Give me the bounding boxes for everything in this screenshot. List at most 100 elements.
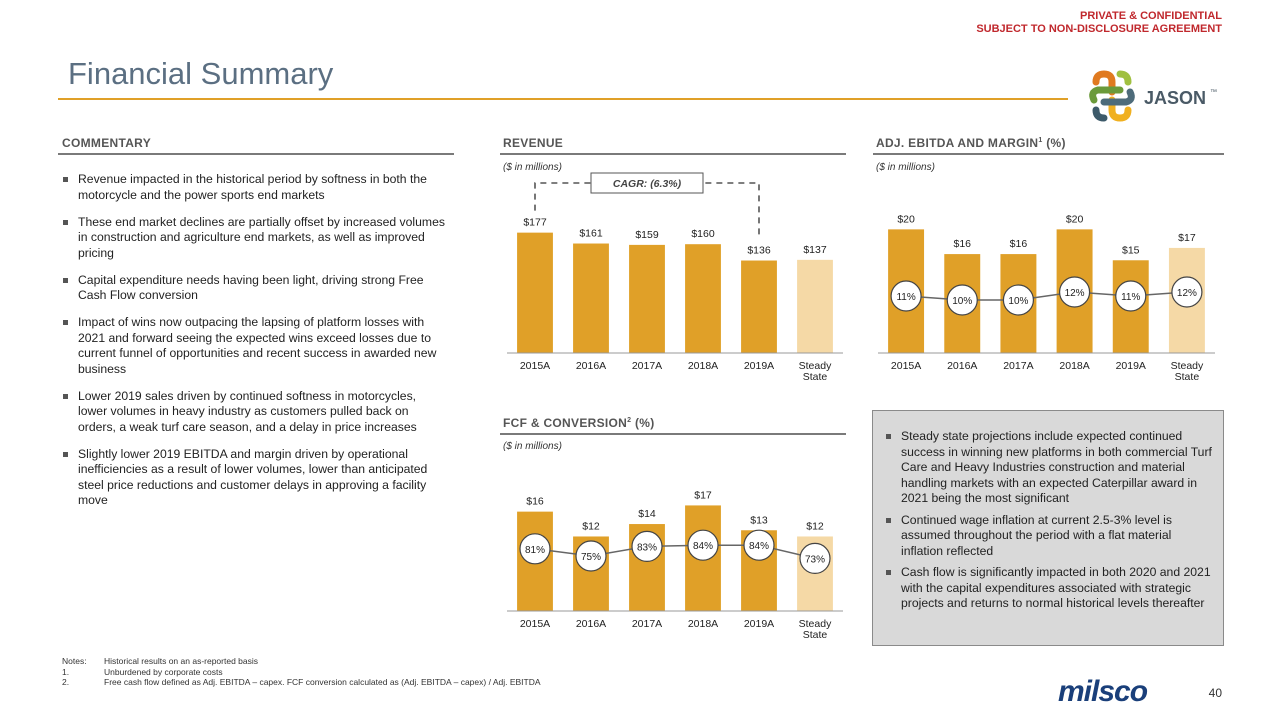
category-label: 2015A xyxy=(520,618,550,630)
commentary-bullet: Lower 2019 sales driven by continued sof… xyxy=(62,389,446,436)
category-label: 2015A xyxy=(891,360,921,372)
confidential-line-1: PRIVATE & CONFIDENTIAL xyxy=(1080,10,1222,22)
steady-state-box: Steady state projections include expecte… xyxy=(872,410,1224,646)
series-marker xyxy=(687,529,719,561)
series-marker xyxy=(743,529,775,561)
commentary-bullet: Revenue impacted in the historical perio… xyxy=(62,172,446,203)
cagr-bracket xyxy=(534,182,760,239)
confidential-line-2: SUBJECT TO NON-DISCLOSURE AGREEMENT xyxy=(976,23,1222,35)
bar-value-label: $20 xyxy=(1066,213,1084,225)
category-label: 2018A xyxy=(1059,360,1089,372)
footnote-marker: Notes: xyxy=(62,656,87,666)
category-label: 2017A xyxy=(1003,360,1033,372)
category-label: State xyxy=(803,629,828,641)
series-label: 84% xyxy=(693,541,713,552)
category-label: State xyxy=(803,371,828,383)
milsco-logo: milsco xyxy=(1058,675,1148,708)
category-label: 2017A xyxy=(632,360,662,372)
series-marker xyxy=(631,530,663,563)
ebitda-heading-suffix: (%) xyxy=(1042,136,1066,150)
commentary-bullet: Capital expenditure needs having been li… xyxy=(62,273,446,304)
commentary-list: Revenue impacted in the historical perio… xyxy=(62,172,446,520)
bar-value-label: $17 xyxy=(694,489,712,501)
series-label: 12% xyxy=(1065,288,1085,299)
revenue-chart: $177 2015A $161 2016A $159 2017A $160 2018A $136… xyxy=(507,172,843,383)
commentary-rule xyxy=(58,153,454,155)
revenue-rule xyxy=(500,153,846,155)
footnotes: Notes: Historical results on an as-report… xyxy=(62,656,541,688)
category-label: Steady xyxy=(799,618,832,630)
footnote-row: 2. Free cash flow defined as Adj. EBITDA … xyxy=(62,677,541,688)
steady-state-bullet: Steady state projections include expecte… xyxy=(885,429,1213,507)
ebitda-units: ($ in millions) xyxy=(876,162,935,173)
fcf-chart: $16 2015A $12 2016A $14 2017A $17 2018A $13 2019A… xyxy=(507,489,843,641)
category-label: 2016A xyxy=(576,360,606,372)
jason-logo-text: JASON xyxy=(1144,88,1206,108)
page-title: Financial Summary xyxy=(68,56,334,91)
bar-value-label: $17 xyxy=(1178,232,1196,244)
bar-value-label: $160 xyxy=(691,228,715,240)
category-label: 2017A xyxy=(632,618,662,630)
series-label: 84% xyxy=(749,541,769,552)
series-marker xyxy=(1058,276,1091,308)
jason-logo-tm: ™ xyxy=(1210,89,1217,96)
series-label: 83% xyxy=(637,542,657,553)
category-label: 2019A xyxy=(744,618,774,630)
steady-state-bullet: Continued wage inflation at current 2.5-… xyxy=(885,513,1213,560)
revenue-units: ($ in millions) xyxy=(503,162,562,173)
cagr-label: CAGR: (6.3%) xyxy=(613,178,682,190)
series-marker xyxy=(519,533,551,565)
bar-value-label: $13 xyxy=(750,514,768,526)
jason-logo-mark: JASON ™ xyxy=(1089,70,1217,122)
series-label: 10% xyxy=(952,296,972,307)
category-label: 2016A xyxy=(947,360,977,372)
confidentiality-notice: PRIVATE & CONFIDENTIAL SUBJECT TO NON-DI… xyxy=(976,10,1222,36)
commentary-bullet: Slightly lower 2019 EBITDA and margin dr… xyxy=(62,447,446,509)
fcf-heading: FCF & CONVERSION2 (%) xyxy=(503,416,655,430)
bar-value-label: $12 xyxy=(806,520,824,532)
footnote-text: Free cash flow defined as Adj. EBITDA – … xyxy=(104,677,541,687)
series-label: 81% xyxy=(525,545,545,556)
footnote-text: Unburdened by corporate costs xyxy=(104,666,223,677)
ebitda-chart: $20 2015A $16 2016A $16 2017A $20 2018A $15 2019A… xyxy=(878,213,1215,383)
category-label: 2016A xyxy=(576,618,606,630)
ebitda-heading-text: ADJ. EBITDA AND MARGIN xyxy=(876,136,1039,150)
bar-value-label: $159 xyxy=(635,229,659,241)
series-label: 73% xyxy=(805,554,825,565)
category-label: 2019A xyxy=(1116,360,1146,372)
ebitda-heading: ADJ. EBITDA AND MARGIN1 (%) xyxy=(876,136,1066,150)
category-label: State xyxy=(1175,371,1200,383)
footnote-row: Notes: Historical results on an as-report… xyxy=(62,656,541,667)
bar-value-label: $16 xyxy=(1010,238,1028,250)
bar-value-label: $177 xyxy=(523,217,547,229)
series-marker xyxy=(799,542,831,575)
bar-revenue xyxy=(797,259,833,353)
category-label: Steady xyxy=(799,360,832,372)
steady-state-bullet: Cash flow is significantly impacted in b… xyxy=(885,565,1213,612)
series-marker xyxy=(1115,280,1147,312)
series-label: 11% xyxy=(1121,292,1140,303)
revenue-heading: REVENUE xyxy=(503,136,564,150)
commentary-bullet: These end market declines are partially … xyxy=(62,215,446,262)
category-label: 2018A xyxy=(688,618,718,630)
bar-value-label: $161 xyxy=(579,228,603,240)
ebitda-rule xyxy=(873,153,1224,155)
series-marker xyxy=(1002,284,1035,316)
ebitda-heading-footnote: 1 xyxy=(1038,137,1043,144)
bar-revenue xyxy=(629,244,665,353)
commentary-heading: COMMENTARY xyxy=(62,136,151,150)
series-marker xyxy=(946,284,978,316)
series-label: 75% xyxy=(581,552,601,563)
commentary-bullet: Impact of wins now outpacing the lapsing… xyxy=(62,315,446,377)
cagr-badge xyxy=(590,172,704,194)
fcf-heading-text: FCF & CONVERSION xyxy=(503,416,628,430)
steady-state-list: Steady state projections include expecte… xyxy=(885,429,1213,612)
category-label: 2015A xyxy=(520,360,550,372)
page-number: 40 xyxy=(1208,686,1222,700)
series-marker xyxy=(1171,276,1203,308)
footnote-marker: 2. xyxy=(62,677,70,687)
fcf-heading-footnote: 2 xyxy=(627,417,632,424)
bar-value-label: $136 xyxy=(747,245,771,257)
fcf-rule xyxy=(500,433,846,435)
series-label: 10% xyxy=(1008,296,1028,307)
